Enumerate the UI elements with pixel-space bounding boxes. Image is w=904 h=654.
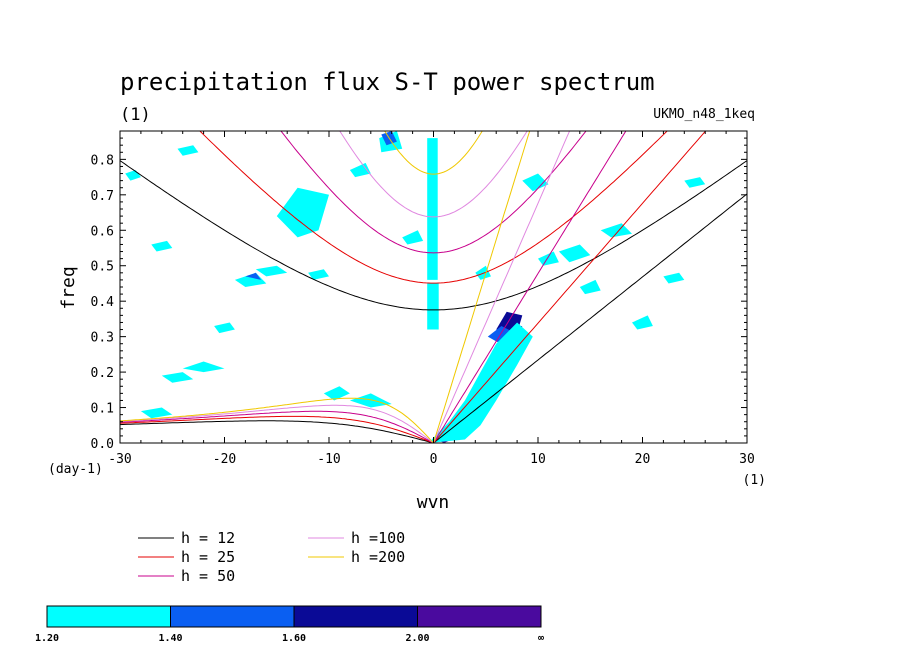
- inertia-gravity-curve-h200: [384, 131, 483, 175]
- colorbar: 1.20 1.40 1.60 2.00 ∞: [35, 605, 544, 644]
- contour-region: [663, 272, 685, 284]
- contour-region: [427, 138, 438, 280]
- contour-region: [255, 265, 288, 277]
- contour-region: [182, 361, 225, 373]
- x-tick-label: -10: [317, 452, 340, 467]
- contour-region: [684, 177, 706, 188]
- contour-regions: [125, 131, 706, 443]
- chart-subtitle: (1): [120, 105, 151, 125]
- rossby-curve-h25: [120, 415, 434, 443]
- y-tick-label: 0.7: [91, 189, 114, 204]
- contour-region: [161, 372, 194, 383]
- contour-region: [125, 170, 141, 181]
- inertia-gravity-curve-h50: [280, 131, 587, 254]
- x-tick-label: -30: [108, 452, 131, 467]
- rossby-curve-h50: [120, 410, 434, 443]
- contour-region: [177, 145, 199, 156]
- dispersion-curves: [120, 131, 747, 443]
- kelvin-curve-h50: [433, 131, 627, 443]
- legend-label: h =200: [351, 548, 405, 566]
- y-tick-label: 0.2: [91, 366, 114, 381]
- x-axis-label: wvn: [417, 492, 450, 513]
- contour-region: [558, 244, 591, 263]
- contour-region: [428, 322, 533, 443]
- x-tick-label: 0: [430, 452, 438, 467]
- legend-label: h = 25: [181, 548, 235, 566]
- colorbar-label: ∞: [538, 633, 544, 644]
- contour-region: [349, 393, 392, 408]
- colorbar-label: 1.60: [282, 633, 306, 644]
- y-tick-label: 0.6: [91, 224, 114, 239]
- y-tick-label: 0.3: [91, 331, 114, 346]
- y-tick-label: 0.0: [91, 437, 114, 452]
- colorbar-segment: [417, 605, 542, 628]
- axes: -30 -20 -10 0 10 20 30 0.0 0.1 0.2 0.3 0.4 0.5 0.6 0.7…: [91, 131, 755, 467]
- inertia-gravity-curve-h12: [120, 160, 747, 311]
- rossby-curve-h200: [120, 397, 434, 443]
- contour-region: [538, 251, 559, 266]
- contour-region: [323, 386, 350, 401]
- legend-label: h =100: [351, 529, 405, 547]
- y-unit-label: (day-1): [48, 462, 103, 477]
- kelvin-curve-h25: [433, 131, 707, 443]
- y-axis-label: freq: [58, 266, 79, 309]
- legend-label: h = 12: [181, 529, 235, 547]
- inertia-gravity-curve-h25: [199, 131, 668, 284]
- colorbar-label: 1.20: [35, 633, 59, 644]
- x-unit-label: (1): [743, 473, 766, 488]
- contour-region: [522, 173, 549, 192]
- y-tick-label: 0.5: [91, 260, 114, 275]
- y-tick-label: 0.4: [91, 295, 115, 310]
- y-tick-label: 0.1: [91, 402, 114, 417]
- contour-region: [579, 279, 601, 295]
- colorbar-segment: [293, 605, 418, 628]
- dataset-label: UKMO_n48_1keq: [653, 107, 755, 122]
- contour-region: [276, 187, 329, 238]
- kelvin-curve-h100: [433, 131, 571, 443]
- contour-region: [600, 223, 632, 238]
- kelvin-curve-h200: [433, 131, 531, 443]
- x-tick-label: 30: [739, 452, 755, 467]
- rossby-curve-h12: [120, 420, 434, 443]
- contour-region: [427, 283, 439, 330]
- legend-label: h = 50: [181, 567, 235, 585]
- contour-region: [402, 230, 424, 245]
- contour-region: [308, 269, 329, 280]
- x-tick-label: 20: [635, 452, 651, 467]
- colorbar-segment: [170, 605, 295, 628]
- contour-region: [214, 322, 235, 334]
- contour-region: [349, 162, 371, 178]
- y-tick-label: 0.8: [91, 153, 114, 168]
- inertia-gravity-curve-h100: [339, 131, 528, 218]
- contour-region: [140, 407, 173, 419]
- x-tick-label: -20: [213, 452, 236, 467]
- rossby-curve-h100: [120, 404, 434, 443]
- colorbar-segment: [46, 605, 171, 628]
- contour-region: [632, 315, 653, 330]
- contour-region: [151, 240, 173, 252]
- colorbar-label: 2.00: [405, 633, 429, 644]
- x-tick-label: 10: [530, 452, 546, 467]
- contour-region: [245, 272, 262, 280]
- colorbar-label: 1.40: [158, 633, 182, 644]
- kelvin-curve-h12: [433, 193, 747, 443]
- chart-title: precipitation flux S-T power spectrum: [120, 68, 655, 96]
